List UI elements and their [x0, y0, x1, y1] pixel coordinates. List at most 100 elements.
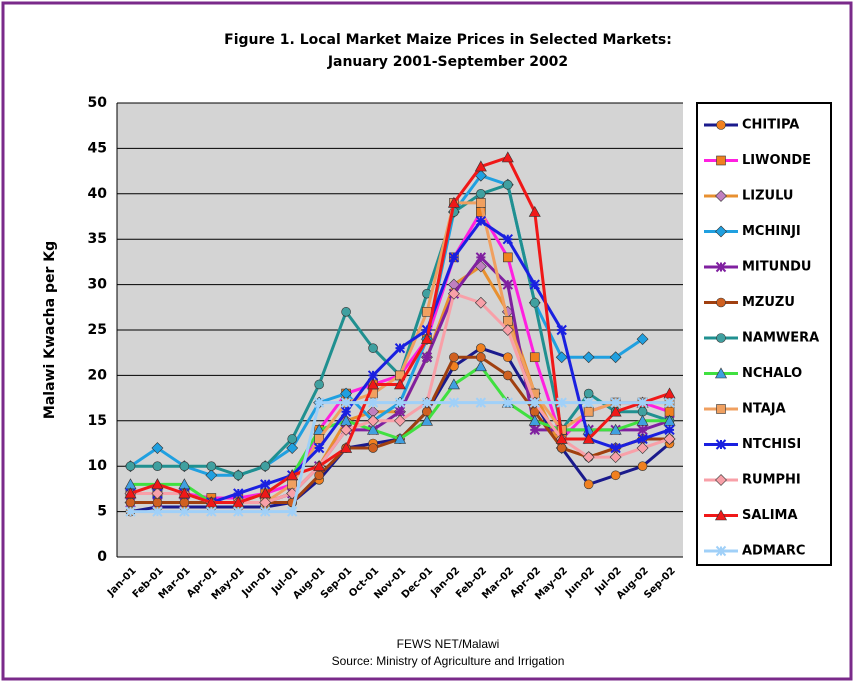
point [503, 179, 513, 190]
point [475, 252, 487, 263]
legend-marker [716, 155, 726, 166]
legend-marker [715, 545, 727, 557]
point [394, 342, 406, 354]
point [205, 469, 218, 482]
legend-marker [715, 261, 727, 273]
y-tick-label: 35 [88, 231, 107, 247]
point [421, 352, 433, 363]
legend-label: CHITIPA [742, 118, 799, 133]
point [609, 423, 622, 435]
point [393, 432, 407, 444]
point [179, 506, 190, 517]
y-tick-label: 30 [88, 277, 108, 293]
point [502, 233, 514, 245]
y-tick-label: 25 [88, 322, 107, 338]
y-tick-label: 5 [97, 504, 107, 520]
point [637, 397, 648, 408]
legend-label: NAMWERA [742, 331, 819, 346]
point [420, 332, 433, 344]
point [474, 360, 487, 372]
point [529, 397, 540, 408]
point [663, 414, 676, 426]
point [367, 370, 379, 381]
point [448, 397, 460, 408]
point [287, 479, 297, 490]
point [151, 442, 164, 454]
legend-marker [715, 190, 727, 202]
point [609, 451, 622, 464]
point [636, 414, 649, 426]
point [125, 497, 136, 508]
point [501, 324, 514, 336]
point [233, 488, 244, 499]
point [529, 424, 540, 436]
point [124, 487, 137, 499]
point [340, 406, 352, 417]
point [503, 352, 513, 363]
point [232, 496, 245, 508]
point [206, 506, 217, 517]
point [475, 397, 487, 408]
point [178, 487, 191, 499]
point [664, 397, 675, 408]
point [179, 461, 190, 472]
legend-marker [716, 404, 726, 414]
point [368, 443, 378, 453]
y-tick-label: 0 [97, 549, 107, 565]
legend-marker [715, 474, 727, 486]
point [636, 333, 649, 346]
point [555, 351, 568, 364]
point [474, 160, 487, 172]
note: Source: Ministry of Agriculture and Irri… [332, 654, 565, 668]
point [447, 196, 460, 208]
legend-label: LIZULU [742, 189, 793, 204]
point [125, 506, 136, 517]
point [476, 198, 486, 208]
point [340, 397, 352, 408]
point [367, 414, 379, 427]
point [663, 433, 676, 445]
point [582, 451, 595, 464]
point [286, 442, 299, 454]
legend-marker [716, 333, 726, 343]
point [664, 424, 675, 436]
point [287, 434, 297, 444]
point [583, 397, 594, 408]
point [449, 352, 459, 363]
point [286, 469, 299, 481]
legend-marker [715, 225, 727, 238]
legend-label: NCHALO [742, 366, 802, 381]
point [447, 378, 460, 390]
point [610, 442, 621, 454]
point [556, 397, 567, 408]
point [529, 279, 540, 290]
point [259, 487, 272, 499]
y-tick-label: 40 [88, 186, 108, 202]
y-tick-label: 20 [88, 367, 108, 383]
point [503, 370, 513, 381]
point [583, 479, 594, 490]
point [529, 352, 540, 363]
legend-label: MITUNDU [742, 260, 811, 275]
legend-label: MCHINJI [742, 224, 801, 239]
chart-subtitle: January 2001-September 2002 [327, 54, 568, 70]
point [476, 189, 486, 199]
point [475, 215, 487, 227]
point [583, 406, 594, 417]
point [637, 461, 648, 472]
point [233, 506, 244, 517]
legend-label: ADMARC [742, 544, 805, 559]
point [529, 297, 540, 308]
point [636, 442, 649, 454]
legend-marker [716, 120, 726, 130]
point [233, 470, 244, 481]
point [260, 479, 271, 490]
point [503, 316, 513, 326]
point [368, 343, 378, 353]
point [313, 460, 326, 472]
point [179, 497, 190, 508]
y-tick-label: 50 [88, 95, 108, 111]
point [502, 279, 514, 290]
point [367, 378, 380, 390]
